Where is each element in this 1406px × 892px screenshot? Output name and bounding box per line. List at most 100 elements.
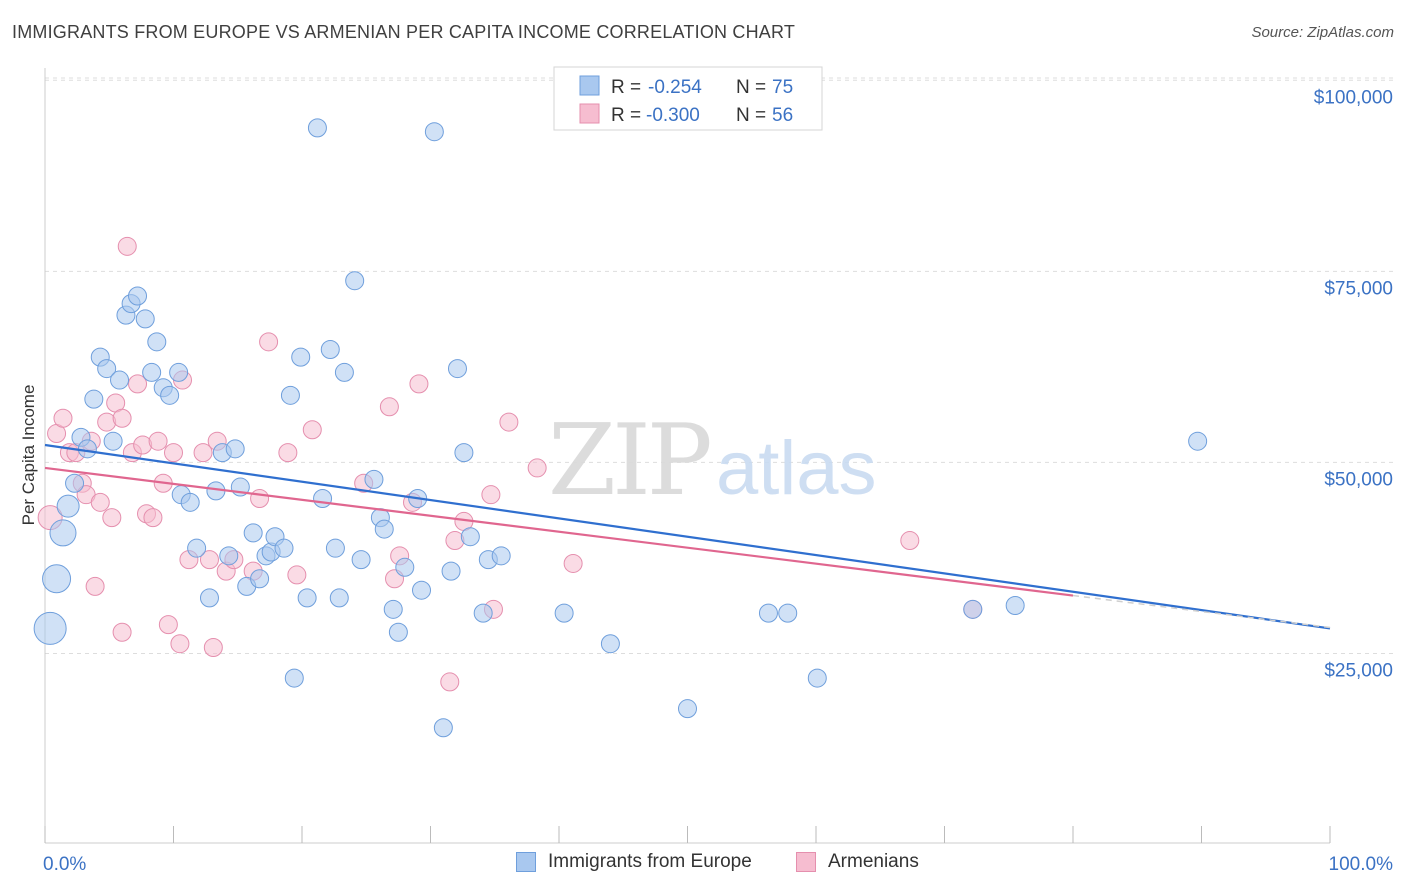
x-tick-label-end: 100.0%	[1329, 854, 1394, 875]
x-tick-labels: 0.0% 100.0%	[43, 854, 1393, 875]
data-point-immigrants	[56, 494, 80, 518]
data-point-immigrants	[374, 519, 394, 539]
data-point-immigrants	[424, 122, 444, 142]
legend-swatch-armenians	[796, 852, 816, 872]
legend-n-value-1: 75	[772, 77, 793, 98]
data-point-immigrants	[103, 431, 123, 451]
data-point-immigrants	[187, 538, 207, 558]
data-point-armenians	[170, 634, 190, 654]
y-axis-label: Per Capita Income	[19, 385, 38, 526]
data-point-immigrants	[199, 588, 219, 608]
data-point-armenians	[102, 508, 122, 528]
data-point-armenians	[287, 565, 307, 585]
series-immigrants-from-europe	[33, 118, 1208, 738]
data-point-immigrants	[395, 557, 415, 577]
trend-line-immigrants	[44, 443, 1331, 630]
trend-lines	[44, 443, 1331, 630]
data-point-immigrants	[169, 362, 189, 382]
legend-label-armenians: Armenians	[828, 851, 919, 872]
data-point-immigrants	[307, 118, 327, 138]
data-point-armenians	[117, 236, 137, 256]
data-point-armenians	[90, 492, 110, 512]
data-point-armenians	[527, 458, 547, 478]
data-point-immigrants	[554, 603, 574, 623]
legend-r-label-1: R =	[611, 77, 641, 98]
data-point-immigrants	[160, 385, 180, 405]
svg-text:R = -0.300 N =: R = -0.300 N = 56	[611, 105, 793, 126]
data-point-immigrants	[320, 339, 340, 359]
data-point-armenians	[112, 408, 132, 428]
chart-title: IMMIGRANTS FROM EUROPE VS ARMENIAN PER C…	[12, 22, 796, 42]
data-point-immigrants	[291, 347, 311, 367]
data-point-armenians	[499, 412, 519, 432]
data-point-immigrants	[42, 564, 72, 594]
y-tick-labels: $25,000 $50,000 $75,000 $100,000	[1314, 87, 1393, 681]
data-point-immigrants	[84, 389, 104, 409]
legend-label-immigrants: Immigrants from Europe	[548, 851, 752, 872]
data-point-armenians	[440, 672, 460, 692]
data-point-immigrants	[383, 599, 403, 619]
data-point-armenians	[203, 638, 223, 658]
data-point-immigrants	[274, 538, 294, 558]
data-point-immigrants	[135, 309, 155, 329]
data-point-immigrants	[334, 362, 354, 382]
data-point-armenians	[85, 576, 105, 596]
data-point-armenians	[128, 374, 148, 394]
legend-n-value-2: 56	[772, 105, 793, 126]
watermark: ZIP atlas	[548, 404, 877, 518]
data-point-immigrants	[325, 538, 345, 558]
data-point-immigrants	[1188, 431, 1208, 451]
data-point-immigrants	[778, 603, 798, 623]
watermark-atlas: atlas	[716, 426, 877, 511]
data-point-immigrants	[33, 611, 67, 645]
legend-r-value-2: -0.300	[646, 105, 700, 126]
data-point-immigrants	[284, 668, 304, 688]
y-tick-label: $75,000	[1324, 278, 1393, 299]
legend-bottom: Immigrants from Europe Armenians	[0, 851, 1406, 877]
trend-line-armenians	[44, 466, 1074, 597]
legend-item-immigrants: Immigrants from Europe	[516, 851, 752, 873]
y-tick-label: $50,000	[1324, 469, 1393, 490]
data-point-immigrants	[49, 519, 77, 547]
data-point-immigrants	[128, 286, 148, 306]
data-point-armenians	[158, 615, 178, 635]
data-point-armenians	[278, 443, 298, 463]
data-point-immigrants	[460, 527, 480, 547]
legend-r-label-2: R =	[611, 105, 641, 126]
data-point-immigrants	[250, 569, 270, 589]
data-point-immigrants	[297, 588, 317, 608]
data-point-immigrants	[351, 550, 371, 570]
legend-top: R = -0.254 N = 75 R = -0.300 N = 56	[553, 66, 823, 131]
data-point-armenians	[112, 622, 132, 642]
legend-swatch-immigrants	[516, 852, 536, 872]
data-point-armenians	[250, 489, 270, 509]
data-point-immigrants	[388, 622, 408, 642]
data-point-immigrants	[219, 546, 239, 566]
legend-r-value-1: -0.254	[648, 77, 702, 98]
y-tick-label: $100,000	[1314, 87, 1393, 108]
data-point-immigrants	[491, 546, 511, 566]
source-label: Source: ZipAtlas.com	[1251, 24, 1394, 41]
data-point-armenians	[193, 443, 213, 463]
data-point-immigrants	[473, 603, 493, 623]
data-point-immigrants	[441, 561, 461, 581]
data-point-immigrants	[433, 718, 453, 738]
data-point-immigrants	[364, 469, 384, 489]
legend-swatch-pink	[579, 103, 600, 124]
data-point-armenians	[563, 553, 583, 573]
legend-item-armenians: Armenians	[796, 851, 919, 873]
data-point-armenians	[259, 332, 279, 352]
data-point-armenians	[53, 408, 73, 428]
x-tick-label-start: 0.0%	[43, 854, 86, 875]
data-point-immigrants	[600, 634, 620, 654]
legend-n-label-1: N =	[736, 77, 766, 98]
watermark-zip: ZIP	[548, 404, 710, 518]
data-point-immigrants	[77, 439, 97, 459]
data-point-immigrants	[807, 668, 827, 688]
data-point-immigrants	[147, 332, 167, 352]
data-point-immigrants	[243, 523, 263, 543]
data-point-armenians	[164, 443, 183, 463]
data-point-immigrants	[758, 603, 778, 623]
y-tick-label: $25,000	[1324, 660, 1393, 681]
